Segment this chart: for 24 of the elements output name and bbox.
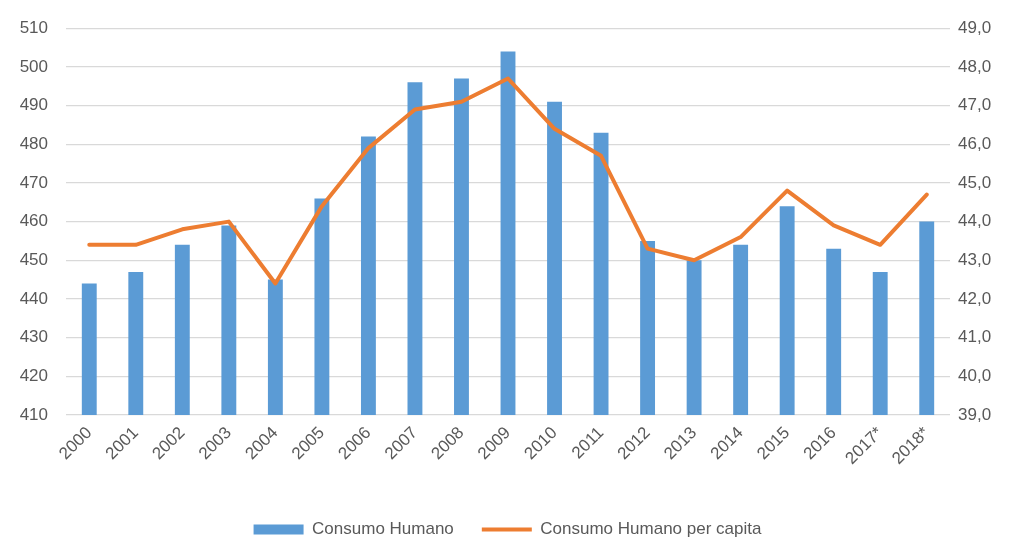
y2-tick-label: 40,0 (958, 366, 992, 386)
y2-tick-label: 43,0 (958, 249, 992, 269)
y2-tick-label: 42,0 (958, 288, 992, 308)
y-tick-label: 480 (19, 133, 48, 153)
legend-label: Consumo Humano (312, 519, 454, 539)
y-tick-label: 450 (19, 249, 48, 269)
y-tick-label: 420 (19, 366, 48, 386)
y-tick-label: 440 (19, 288, 48, 308)
y-tick-label: 460 (19, 211, 48, 231)
legend-label: Consumo Humano per capita (540, 519, 762, 539)
y2-tick-label: 49,0 (958, 17, 992, 37)
y-tick-label: 500 (19, 56, 48, 76)
y-tick-label: 410 (19, 404, 48, 424)
y2-tick-label: 45,0 (958, 172, 992, 192)
y2-tick-label: 46,0 (958, 133, 992, 153)
y-tick-label: 510 (19, 17, 48, 37)
y2-tick-label: 47,0 (958, 95, 992, 115)
y-tick-label: 490 (19, 95, 48, 115)
y-tick-label: 470 (19, 172, 48, 192)
y2-tick-label: 41,0 (958, 327, 992, 347)
y-tick-label: 430 (19, 327, 48, 347)
y2-tick-label: 48,0 (958, 56, 992, 76)
y2-tick-label: 39,0 (958, 404, 992, 424)
y2-tick-label: 44,0 (958, 211, 992, 231)
